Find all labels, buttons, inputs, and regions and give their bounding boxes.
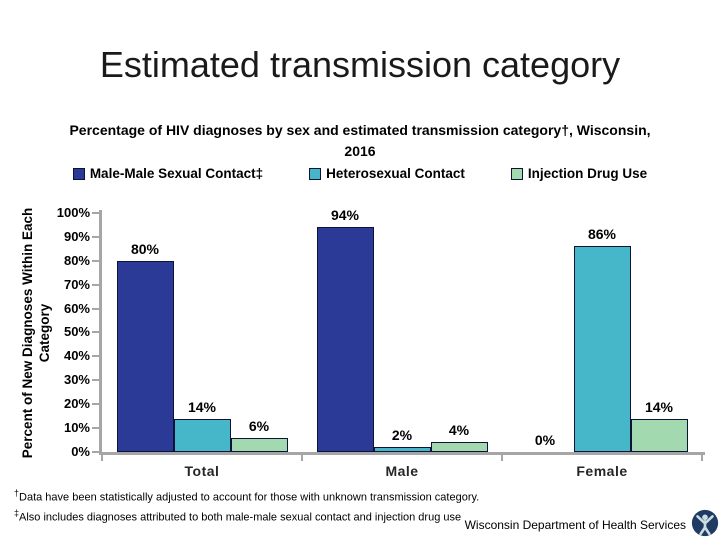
chart-legend: Male-Male Sexual Contact‡ Heterosexual C… (0, 166, 720, 181)
y-axis-tick-label: 60% (63, 301, 90, 316)
y-axis-tick-label: 70% (63, 277, 90, 292)
legend-swatch-teal (309, 167, 322, 180)
bar-value-label: 2% (391, 427, 413, 443)
bar-value-label: 6% (248, 418, 270, 434)
bar-value-label: 94% (330, 207, 360, 223)
bar-value-label: 14% (187, 399, 217, 415)
footnote-double-dagger: ‡Also includes diagnoses attributed to b… (14, 507, 462, 524)
legend-item-heterosexual-contact: Heterosexual Contact (309, 166, 465, 181)
subtitle-line2: 2016 (344, 143, 376, 159)
y-axis-tick-label: 10% (63, 420, 90, 435)
y-axis-tick (92, 379, 99, 381)
page-title: Estimated transmission category (99, 44, 621, 85)
bar-value-label: 86% (587, 226, 617, 242)
chart-subtitle: Percentage of HIV diagnoses by sex and e… (60, 120, 660, 162)
legend-label: Heterosexual Contact (326, 166, 465, 181)
y-axis-tick-label: 100% (56, 205, 90, 220)
bar-value-label: 80% (130, 241, 160, 257)
y-axis-tick (92, 331, 99, 333)
y-axis-tick (92, 451, 99, 453)
bar-value-label: 0% (534, 432, 556, 448)
bar (173, 419, 231, 452)
x-axis-tick (501, 455, 503, 461)
bar (430, 442, 488, 452)
x-axis-tick (701, 455, 703, 461)
y-axis-tick (92, 427, 99, 429)
bar (573, 246, 631, 452)
y-axis-tick (92, 308, 99, 310)
x-axis-category-label: Male (385, 463, 419, 479)
legend-label: Injection Drug Use (527, 166, 648, 181)
bar (116, 261, 174, 452)
y-axis-tick (92, 260, 99, 262)
legend-swatch-green (510, 167, 523, 180)
source-attribution: Wisconsin Department of Health Services (464, 518, 686, 532)
y-axis-tick-label: 40% (63, 348, 90, 363)
y-axis-tick-label: 20% (63, 396, 90, 411)
bar (373, 447, 431, 452)
y-axis-line (99, 210, 102, 455)
x-axis-category-label: Female (576, 463, 628, 479)
y-axis-tick-label: 50% (63, 324, 90, 339)
x-axis-tick (101, 455, 103, 461)
bar (630, 419, 688, 452)
y-axis-tick-label: 90% (63, 229, 90, 244)
bar-value-label: 4% (448, 422, 470, 438)
legend-swatch-blue (72, 167, 85, 180)
bar-value-label: 14% (644, 399, 674, 415)
legend-item-male-male-sexual-contact: Male-Male Sexual Contact‡ (72, 166, 264, 181)
x-axis-category-label: Total (184, 463, 220, 479)
y-axis-tick-label: 0% (71, 444, 90, 459)
y-axis-tick (92, 236, 99, 238)
legend-item-injection-drug-use: Injection Drug Use (510, 166, 648, 181)
footnotes: †Data have been statistically adjusted t… (14, 486, 479, 525)
bar (230, 438, 288, 452)
y-axis-tick-label: 30% (63, 372, 90, 387)
x-axis-tick (301, 455, 303, 461)
legend-label: Male-Male Sexual Contact‡ (89, 166, 264, 181)
y-axis-tick (92, 212, 99, 214)
y-axis-tick (92, 355, 99, 357)
y-axis-tick (92, 403, 99, 405)
x-axis-line (99, 452, 705, 455)
y-axis-tick (92, 284, 99, 286)
y-axis-tick-label: 80% (63, 253, 90, 268)
bar (316, 227, 374, 452)
footnote-dagger: †Data have been statistically adjusted t… (14, 488, 480, 504)
wisconsin-dhs-logo-icon (691, 509, 719, 537)
subtitle-line1: Percentage of HIV diagnoses by sex and e… (69, 122, 651, 138)
